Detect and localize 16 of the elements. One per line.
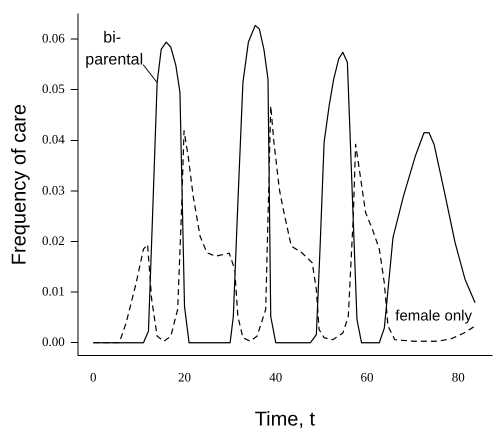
y-tick-label: 0.00 <box>42 334 65 350</box>
y-tick-label: 0.01 <box>42 284 65 299</box>
x-tick-label: 0 <box>90 370 97 385</box>
y-tick-label: 0.06 <box>42 30 66 46</box>
y-axis-title: Frequency of care <box>8 104 31 266</box>
x-axis-title: Time, t <box>254 408 316 431</box>
y-tick-label: 0.05 <box>42 81 65 96</box>
y-tick-label: 0.03 <box>42 182 65 198</box>
series-label: female only <box>395 308 472 325</box>
series-label: bi-parental <box>85 30 144 69</box>
y-tick-label: 0.04 <box>42 132 66 147</box>
x-tick-label: 80 <box>452 370 465 385</box>
y-tick-label: 0.02 <box>42 232 65 248</box>
x-tick-label: 40 <box>269 370 282 385</box>
x-tick-label: 20 <box>178 370 192 385</box>
x-tick-label: 60 <box>360 370 374 385</box>
